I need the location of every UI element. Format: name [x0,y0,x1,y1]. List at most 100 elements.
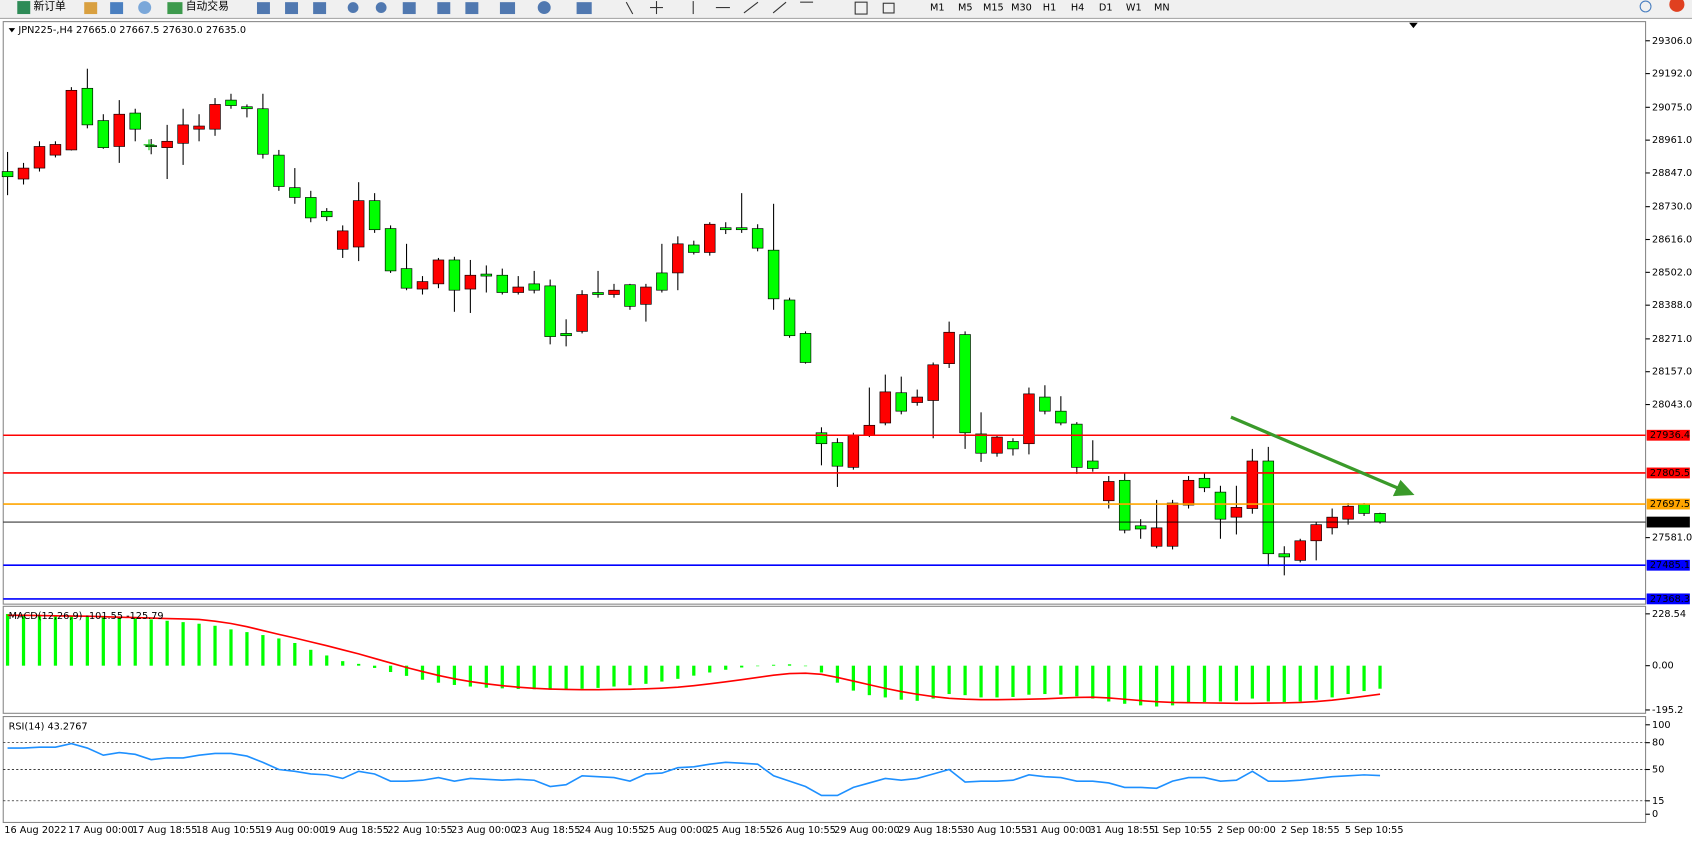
toolbar-icon[interactable] [465,2,479,15]
tool-trendline[interactable] [743,1,759,14]
auto-trading-button[interactable]: 自动交易 [186,0,229,12]
macd-bar [388,665,393,673]
macd-bar [165,620,169,666]
toolbar-icon[interactable] [347,2,359,13]
candle-body [640,286,652,305]
toolbar-icon[interactable] [110,2,124,15]
candle-body [33,146,46,169]
trend-arrow-head [1392,479,1415,497]
candle-body [544,285,556,337]
macd-bar [1170,665,1175,706]
x-tick-label: 1 Sep 10:55 [1153,825,1212,836]
candle-body [512,286,524,293]
timeframe-button[interactable]: M15 [983,3,1004,14]
candle-body [1103,481,1115,502]
macd-bar [1043,665,1047,695]
toolbar-icon[interactable] [313,2,327,15]
candle-body [767,249,780,300]
macd-bar [341,661,345,666]
x-tick-label: 30 Aug 10:55 [962,825,1028,836]
toolbar-icon[interactable] [402,2,416,15]
timeframe-button[interactable]: M5 [958,3,973,14]
macd-bar [37,614,42,666]
macd-bar [1266,665,1270,702]
timeframe-bar: M1 M5 M15 M30 H1 H4 D1 W1 MN [930,3,1170,14]
candle-body [336,230,349,250]
x-tick-label: 22 Aug 10:55 [387,825,453,836]
timeframe-button[interactable]: MN [1154,3,1170,14]
search-icon[interactable] [1639,0,1652,13]
toolbar-icon[interactable] [499,2,516,15]
timeframe-button[interactable]: M30 [1011,3,1032,14]
y-tick-label: 50 [1652,765,1664,776]
toolbar-icon[interactable] [138,1,152,15]
candle-body [719,227,732,231]
candle-body [49,144,62,156]
timeframe-button[interactable]: D1 [1099,3,1113,14]
new-order-icon[interactable] [17,1,31,15]
y-tick-label: 29192.0 [1652,69,1692,80]
tool-text[interactable] [854,1,868,15]
x-tick-label: 17 Aug 00:00 [68,825,134,836]
candle-body [384,228,397,272]
candle-body [688,244,700,253]
toolbar-icon[interactable] [437,2,451,15]
tool-shapes[interactable] [882,2,895,14]
candle-body [528,283,540,291]
rsi-line [7,742,1381,797]
candle-body [672,243,684,274]
title-marker [8,28,16,33]
macd-bar [676,665,680,679]
candle-body [1039,396,1051,412]
macd-bar [213,625,217,666]
macd-signal [7,614,1381,705]
toolbar-icon[interactable] [375,2,387,13]
shift-marker [1409,22,1418,29]
timeframe-button[interactable]: M1 [930,3,945,14]
toolbar-icon[interactable] [84,2,98,15]
candle-body [1262,460,1275,555]
y-tick-label: 28157.0 [1652,367,1692,378]
candle-body [177,124,189,144]
macd-bar [1314,665,1318,700]
price-level-tag [1646,516,1690,528]
candle-body [1,171,14,178]
tool-channel[interactable] [772,1,787,14]
y-tick-label: 28388.0 [1652,300,1692,311]
toolbar-icon[interactable] [576,2,592,15]
toolbar-icon[interactable] [256,2,270,15]
macd-bar [548,665,552,690]
toolbar-icon[interactable] [285,2,299,15]
tool-cursor[interactable] [625,1,634,15]
timeframe-button[interactable]: H4 [1071,3,1084,14]
candle-body [799,333,812,363]
trend-arrow [1230,415,1403,492]
macd-bar [293,642,297,666]
timeframe-button[interactable]: H1 [1043,3,1056,14]
candle-body [608,289,620,295]
new-order-button[interactable]: 新订单 [33,0,66,12]
candle-body [1182,479,1195,506]
macd-bar [133,618,137,666]
macd-bar [1298,665,1302,702]
macd-bar [771,664,776,666]
macd-bar [580,665,584,689]
candle-body [352,200,365,248]
macd-bar [5,613,10,666]
auto-trading-icon[interactable] [167,2,183,15]
y-tick-label: 28271.0 [1652,334,1692,345]
macd-bar [596,665,600,688]
x-tick-label: 24 Aug 10:55 [579,825,645,836]
toolbar-icon[interactable] [537,1,551,15]
y-tick-label: 15 [1652,796,1664,807]
y-tick-label: 228.54 [1652,609,1686,620]
candle-body [815,432,828,445]
candle-body [257,108,269,155]
timeframe-button[interactable]: W1 [1126,3,1142,14]
macd-bar [708,665,712,673]
price-level-tag [1646,467,1690,479]
macd-bar [468,665,472,687]
x-tick-label: 18 Aug 10:55 [196,825,262,836]
notification-icon[interactable] [1669,0,1685,12]
